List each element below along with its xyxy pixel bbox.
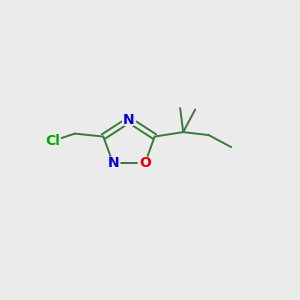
- Text: N: N: [107, 156, 119, 170]
- Text: O: O: [139, 156, 151, 170]
- Circle shape: [44, 133, 61, 149]
- Circle shape: [106, 157, 120, 170]
- Text: N: N: [123, 113, 135, 127]
- Circle shape: [122, 113, 136, 127]
- Text: Cl: Cl: [45, 134, 60, 148]
- Circle shape: [138, 157, 152, 170]
